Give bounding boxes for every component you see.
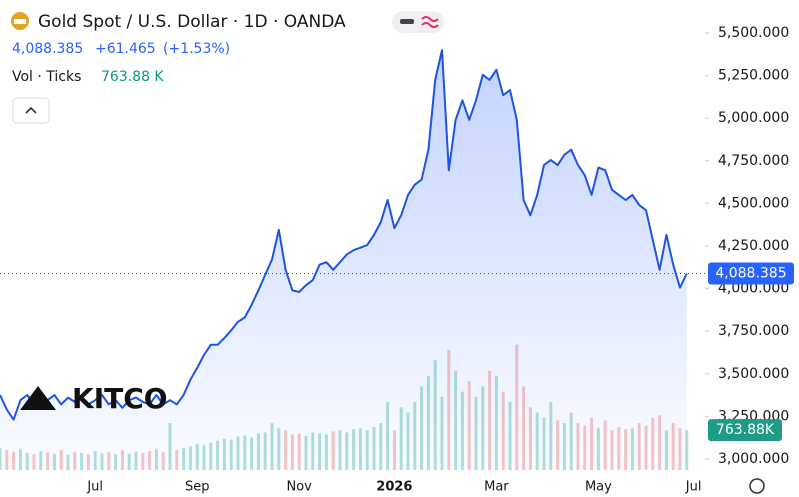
collapse-button[interactable] (12, 97, 50, 124)
x-tick-label: Sep (185, 480, 210, 495)
x-tick-label: Nov (287, 480, 313, 495)
symbol-icon-bar (14, 19, 26, 24)
last-price: 4,088.385 (12, 41, 83, 57)
axis-layer: 3,000.0003,250.0003,500.0003,750.0004,00… (0, 25, 794, 495)
x-tick-label: 2026 (376, 480, 412, 495)
chip-icon (400, 19, 414, 24)
y-tick-label: 4,250.000 (718, 238, 789, 254)
y-tick-label: 3,000.000 (718, 451, 789, 467)
y-tick-label: 5,500.000 (718, 25, 789, 41)
last-volume-box (708, 419, 782, 442)
y-tick-label: 3,750.000 (718, 323, 789, 339)
price-area (0, 50, 687, 470)
last-price-box (708, 262, 794, 285)
indicator-chip[interactable] (392, 11, 444, 33)
x-tick-label: May (585, 480, 612, 495)
price-change: +61.465 (95, 41, 156, 57)
y-tick-label: 4,500.000 (718, 195, 789, 211)
chart-title: Gold Spot / U.S. Dollar · 1D · OANDA (38, 12, 346, 32)
last-volume-box-label: 763.88K (716, 422, 775, 438)
y-tick-label: 3,500.000 (718, 366, 789, 382)
watermark-text: KITCO (72, 382, 168, 415)
x-tick-label: Jul (685, 480, 702, 495)
price-line (0, 49, 688, 421)
x-tick-label: Mar (484, 480, 509, 495)
y-tick-label: 4,750.000 (718, 153, 789, 169)
price-change-pct: (+1.53%) (163, 41, 230, 57)
y-tick-label: 5,000.000 (718, 110, 789, 126)
settings-button[interactable] (749, 478, 765, 494)
watermark: KITCO (20, 382, 168, 415)
plot-layer (0, 49, 688, 470)
collapse-icon (25, 106, 37, 114)
y-tick-label: 4,000.000 (718, 281, 789, 297)
volume-label: Vol · Ticks (12, 69, 81, 85)
chip-icon (421, 16, 439, 28)
x-tick-label: Jul (86, 480, 103, 495)
last-price-box-label: 4,088.385 (715, 266, 786, 282)
y-tick-label: 5,250.000 (718, 68, 789, 84)
volume-value: 763.88 K (101, 69, 164, 85)
